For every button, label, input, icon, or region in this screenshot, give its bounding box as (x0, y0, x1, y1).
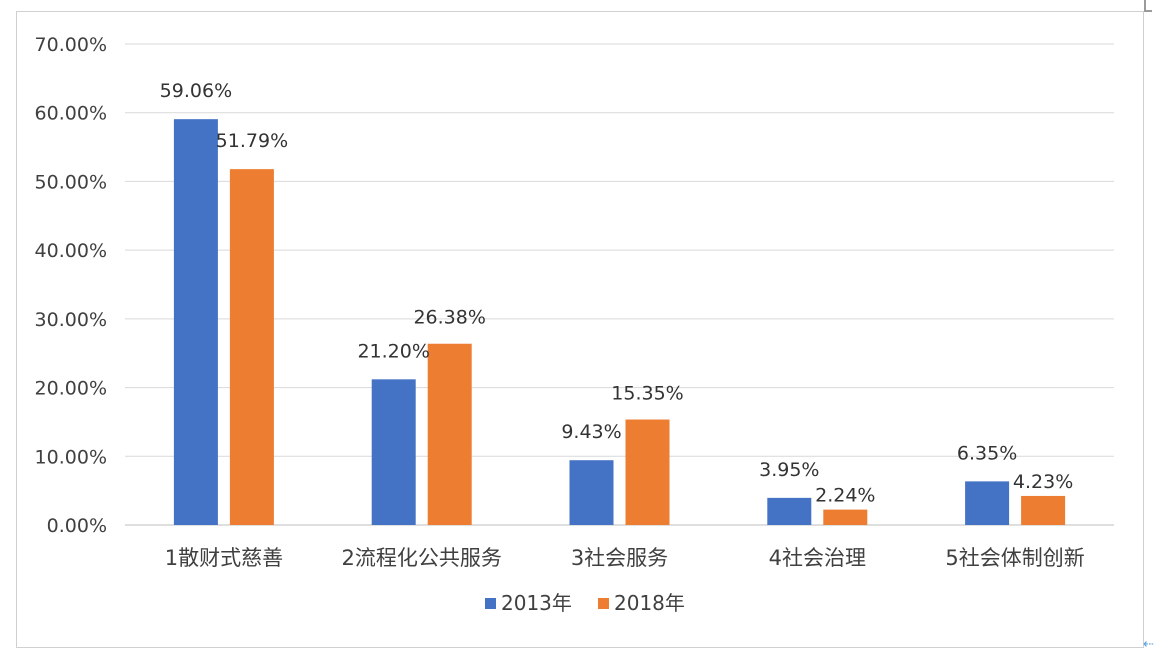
data-label: 59.06% (160, 80, 232, 102)
x-category-label: 1散财式慈善 (165, 546, 283, 570)
bar-series2 (427, 343, 472, 525)
y-tick-label: 0.00% (47, 515, 107, 537)
bar-series1 (173, 119, 218, 525)
legend-label: 2018年 (614, 591, 685, 615)
data-labels: 59.06% 51.79% 21.20% 26.38% 9.43% 15.35% 3.95%… (160, 80, 1074, 506)
bar-series2 (1021, 495, 1066, 525)
gridlines (125, 43, 1114, 526)
bar-chart: 0.00% 10.00% 20.00% 30.00% 40.00% 50.00% 60.00… (35, 34, 1114, 615)
legend: 2013年 2018年 (485, 591, 685, 615)
chart-frame: 0.00% 10.00% 20.00% 30.00% 40.00% 50.00% 60.00… (16, 11, 1144, 648)
data-label: 26.38% (413, 307, 485, 329)
bar-series2 (823, 509, 868, 525)
y-axis-ticks: 0.00% 10.00% 20.00% 30.00% 40.00% 50.00% 60.00… (35, 34, 107, 537)
window-corner-mark (1144, 0, 1152, 12)
y-tick-label: 30.00% (35, 309, 107, 331)
data-label: 4.23% (1013, 471, 1073, 493)
data-label: 3.95% (759, 459, 819, 481)
data-label: 9.43% (561, 421, 621, 443)
data-label: 15.35% (611, 383, 683, 405)
data-label: 51.79% (216, 130, 288, 152)
bar-series2 (229, 169, 274, 525)
legend-swatch (598, 598, 609, 609)
y-tick-label: 60.00% (35, 103, 107, 125)
bar-series1 (767, 497, 812, 525)
x-axis-categories: 1散财式慈善 2流程化公共服务 3社会服务 4社会治理 5社会体制创新 (165, 546, 1085, 570)
x-category-label: 5社会体制创新 (945, 546, 1084, 570)
y-tick-label: 50.00% (35, 171, 107, 193)
x-category-label: 4社会治理 (769, 546, 866, 570)
data-label: 2.24% (815, 485, 875, 507)
bars (173, 119, 1066, 525)
data-label: 21.20% (357, 340, 429, 362)
x-category-label: 2流程化公共服务 (342, 546, 502, 570)
bar-series1 (371, 379, 416, 525)
resize-arrow-icon: ⇠ (1143, 637, 1154, 652)
y-tick-label: 70.00% (35, 34, 107, 56)
y-tick-label: 20.00% (35, 378, 107, 400)
data-label: 6.35% (957, 442, 1017, 464)
legend-swatch (485, 598, 496, 609)
legend-label: 2013年 (501, 591, 572, 615)
x-category-label: 3社会服务 (571, 546, 668, 570)
y-tick-label: 40.00% (35, 240, 107, 262)
bar-series1 (965, 481, 1010, 525)
bar-series1 (569, 460, 614, 525)
bar-series2 (625, 419, 670, 525)
y-tick-label: 10.00% (35, 446, 107, 468)
